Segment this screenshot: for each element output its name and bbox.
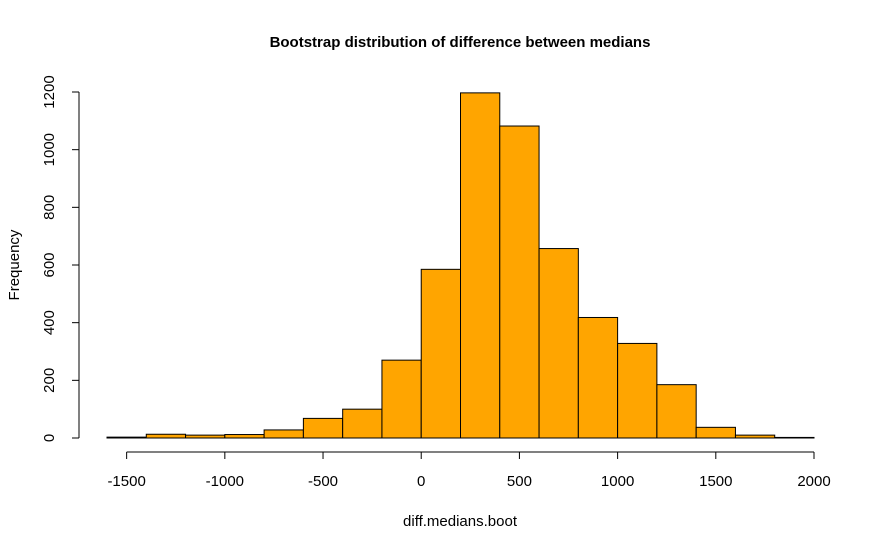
x-tick-label-0: -1500 [107,473,145,490]
bars-group [106,92,815,439]
chart-title: Bootstrap distribution of difference bet… [270,34,651,51]
histogram-bar-17 [774,436,815,439]
x-tick-label-5: 1000 [601,473,634,490]
histogram-bar-1 [145,433,187,439]
x-tick-label-4: 500 [507,473,532,490]
histogram-bar-2 [185,434,226,439]
histogram-bar-3 [224,434,265,439]
y-tick-label-5: 1000 [41,133,58,166]
histogram-bar-4 [263,429,304,439]
y-axis: 0 200 400 600 800 1000 1200 [41,75,80,442]
histogram-bar-8 [420,268,461,439]
x-tick-label-6: 1500 [699,473,732,490]
histogram-bar-0 [106,436,147,439]
histogram-bar-15 [695,426,736,439]
histogram-bar-5 [302,417,344,439]
y-tick-label-1: 200 [41,368,58,393]
histogram-bar-14 [656,384,697,439]
x-tick-label-3: 0 [417,473,425,490]
y-tick-label-0: 0 [41,434,58,442]
histogram-bar-9 [460,92,501,439]
histogram-bar-13 [617,342,658,439]
y-tick-label-6: 1200 [41,75,58,108]
histogram-bar-12 [577,316,619,439]
y-axis-label: Frequency [6,229,23,300]
x-tick-label-2: -500 [308,473,338,490]
y-tick-label-3: 600 [41,252,58,277]
x-axis: -1500 -1000 -500 0 500 1000 1500 2000 [107,451,831,490]
x-axis-label: diff.medians.boot [403,513,518,530]
histogram-bar-11 [538,248,579,439]
y-tick-label-2: 400 [41,310,58,335]
histogram-bar-10 [499,125,540,439]
x-tick-label-1: -1000 [206,473,244,490]
histogram-bar-6 [342,408,383,439]
histogram-bar-7 [381,359,422,439]
x-tick-label-7: 2000 [797,473,830,490]
y-tick-label-4: 800 [41,195,58,220]
histogram-bar-16 [734,434,776,439]
